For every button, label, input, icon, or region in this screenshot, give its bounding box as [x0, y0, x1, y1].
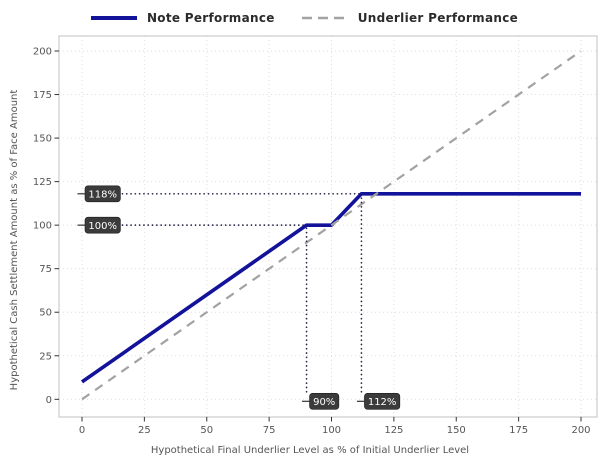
x-tick-label: 200: [571, 425, 590, 436]
annotation-box: [364, 392, 401, 410]
legend-label-underlier: Underlier Performance: [357, 11, 519, 25]
x-axis-title: Hypothetical Final Underlier Level as % …: [151, 445, 469, 456]
x-tick-label: 0: [79, 425, 85, 436]
y-tick-label: 25: [39, 351, 52, 362]
y-tick-label: 100: [33, 221, 52, 232]
y-tick-labels: 0 25 50 75 100 125 150 175 200: [33, 47, 52, 406]
axis-tick-marks: [54, 50, 582, 422]
data-series: [80, 50, 582, 401]
panel-border: [58, 35, 598, 418]
annotation-112: 112%: [356, 192, 401, 410]
y-tick-label: 175: [33, 90, 52, 101]
annotation-box: [84, 185, 121, 203]
note-performance-line: [80, 192, 581, 384]
legend-item-underlier: Underlier Performance: [301, 11, 518, 25]
underlier-line-swatch-icon: [301, 16, 348, 20]
y-tick-label: 150: [33, 134, 52, 145]
legend-label-note: Note Performance: [146, 11, 275, 25]
x-tick-label: 125: [384, 425, 403, 436]
annotation-box: [309, 392, 340, 410]
legend-item-note: Note Performance: [90, 11, 275, 25]
x-tick-label: 75: [263, 425, 276, 436]
x-tick-label: 25: [138, 425, 151, 436]
annotation-box: [84, 216, 121, 234]
x-tick-label: 50: [200, 425, 213, 436]
annotation-label: 100%: [88, 221, 117, 232]
legend: Note Performance Underlier Performance: [0, 6, 608, 30]
annotations: 118% 100% 90% 112%: [77, 185, 401, 410]
x-tick-labels: 0 25 50 75 100 125 150 175 200: [79, 425, 591, 436]
x-tick-label: 100: [322, 425, 341, 436]
underlier-performance-line: [81, 50, 582, 401]
annotation-label: 90%: [313, 397, 335, 408]
y-tick-label: 50: [39, 308, 52, 319]
y-tick-label: 125: [33, 177, 52, 188]
annotation-118: 118%: [77, 185, 363, 203]
annotation-label: 112%: [368, 397, 397, 408]
note-line-swatch-icon: [90, 16, 137, 20]
annotation-100: 100%: [77, 216, 308, 234]
x-tick-label: 175: [509, 425, 528, 436]
annotation-90: 90%: [302, 224, 340, 410]
y-tick-label: 200: [33, 47, 52, 58]
y-tick-label: 75: [39, 264, 52, 275]
annotation-label: 118%: [88, 189, 117, 200]
y-tick-label: 0: [46, 395, 52, 406]
x-tick-label: 150: [447, 425, 466, 436]
y-axis-title: Hypothetical Cash Settlement Amount as %…: [9, 90, 20, 391]
